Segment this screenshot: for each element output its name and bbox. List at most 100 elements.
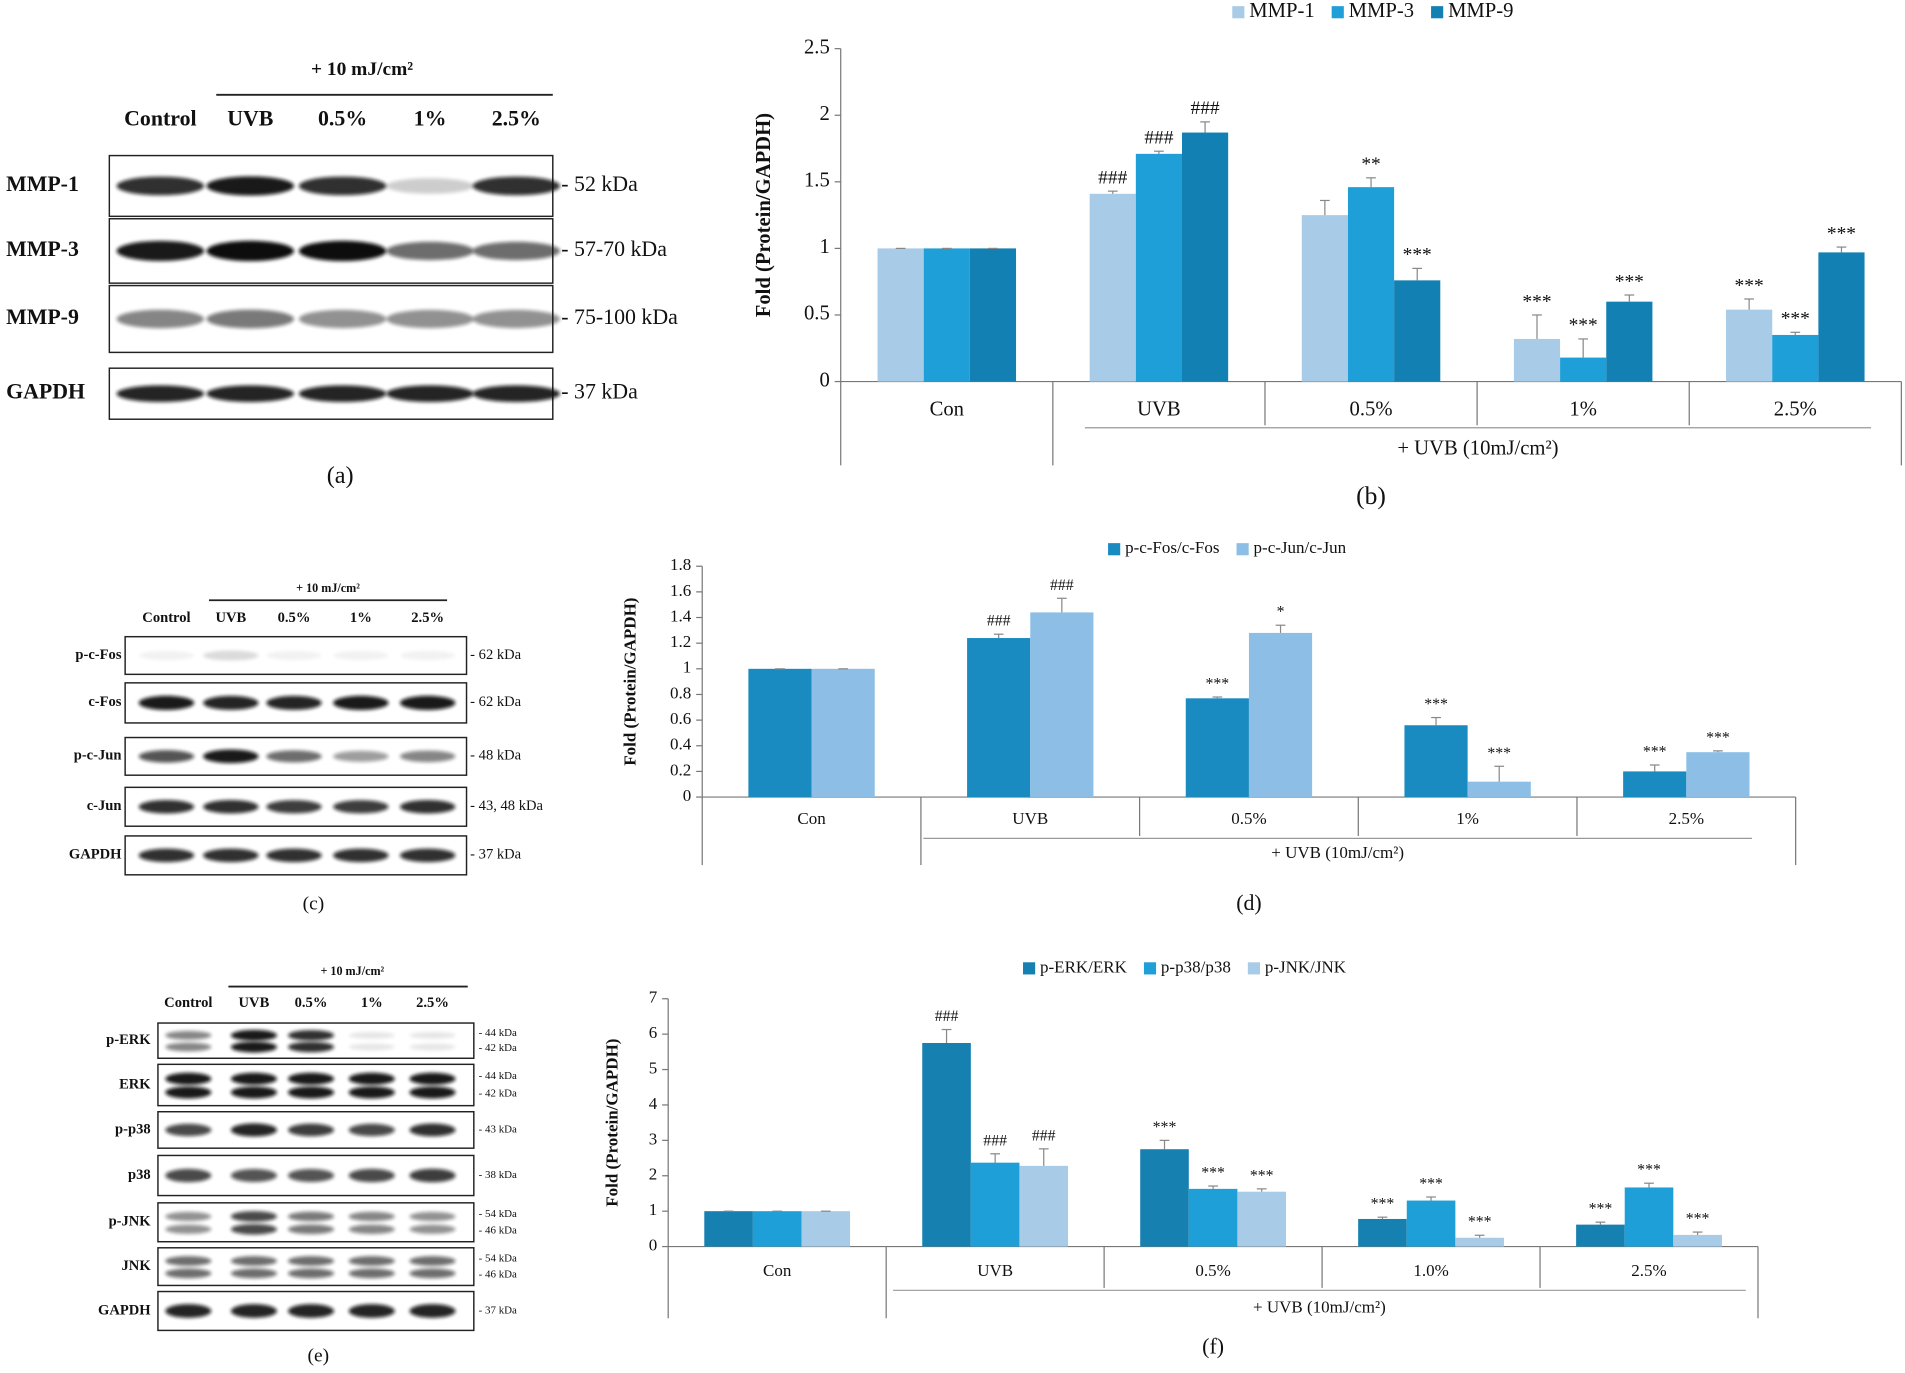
blot-band (230, 1072, 278, 1085)
blot-band (206, 385, 295, 403)
lane-label: 2.5% (492, 106, 541, 130)
row-label: c-Jun (87, 798, 122, 814)
significance-label: ### (1191, 98, 1220, 119)
legend-item: MMP-9 (1431, 0, 1513, 22)
x-tick-label: 0.5% (1350, 398, 1393, 420)
y-tick-label: 1 (649, 1200, 658, 1219)
y-tick-label: 3 (649, 1129, 658, 1148)
bar (1358, 1218, 1407, 1247)
y-tick-label: 7 (649, 988, 658, 1007)
y-tick-label: 1.5 (804, 170, 830, 192)
x-tick-label: Con (930, 398, 965, 420)
blot-band (266, 750, 322, 763)
y-axis-label: Fold (Protein/GAPDH) (621, 598, 640, 766)
significance-label: *** (1637, 1162, 1661, 1179)
row-label: GAPDH (69, 847, 122, 863)
x-tick-label: UVB (1137, 398, 1181, 420)
legend-swatch (1108, 543, 1121, 556)
significance-label: *** (1468, 1214, 1492, 1231)
blot-band (287, 1211, 335, 1222)
blot-band (472, 309, 561, 329)
blot-band (348, 1256, 395, 1266)
blot-frame (157, 1247, 475, 1287)
legend-item: p-ERK/ERK (1023, 957, 1128, 976)
bar (704, 1211, 753, 1247)
blot-band (165, 1086, 212, 1099)
blot-band (298, 309, 387, 329)
significance-label: *** (1153, 1119, 1177, 1136)
row-label: p-JNK (109, 1214, 152, 1230)
lane-label: UVB (227, 106, 273, 130)
lane-label: 0.5% (295, 995, 328, 1011)
kda-label: - 54 kDa (479, 1208, 517, 1220)
y-tick-label: 0.5 (804, 303, 830, 325)
blot-band (165, 1268, 212, 1279)
significance-label: ### (1032, 1127, 1056, 1144)
row-label: p-ERK (106, 1032, 151, 1048)
significance-label: *** (1250, 1167, 1274, 1184)
lane-label: Control (142, 610, 190, 626)
legend-swatch (1431, 6, 1444, 19)
significance-label: ### (935, 1008, 959, 1025)
bar (1237, 1191, 1286, 1247)
bar (970, 1162, 1020, 1247)
blot-band (409, 1268, 456, 1279)
kda-label: - 54 kDa (479, 1253, 517, 1265)
blot-frame (157, 1063, 475, 1107)
x-tick-label: Con (763, 1261, 792, 1280)
bar (1623, 771, 1687, 798)
blot-band (230, 1041, 278, 1053)
legend-swatch (1236, 543, 1249, 556)
blot-band (348, 1123, 395, 1137)
blot-band (206, 240, 295, 262)
blot-band (298, 240, 387, 262)
legend-item: p-JNK/JNK (1247, 957, 1347, 976)
kda-label: - 43 kDa (479, 1123, 517, 1135)
bar (1019, 1165, 1069, 1247)
lane-label: UVB (215, 610, 246, 626)
bar (1248, 632, 1313, 798)
kda-label: - 46 kDa (479, 1224, 517, 1236)
bar (1726, 309, 1773, 382)
blot-band (399, 650, 456, 661)
blot-header: + 10 mJ/cm² (320, 964, 384, 978)
bar (1140, 1149, 1189, 1247)
y-tick-label: 1.8 (670, 555, 691, 574)
blot-band (409, 1031, 456, 1039)
blot-band (287, 1041, 335, 1053)
blot-band (409, 1168, 456, 1183)
blot-band (333, 848, 389, 863)
blot-band (472, 241, 561, 261)
blot-frame (157, 1022, 475, 1059)
y-tick-label: 2 (819, 103, 829, 125)
legend-swatch (1331, 6, 1344, 19)
blot-band (333, 750, 389, 762)
y-tick-label: 0 (819, 369, 829, 391)
legend-label: p-p38/p38 (1161, 957, 1231, 976)
panel-label: (b) (1356, 481, 1386, 510)
bar (1467, 781, 1531, 798)
blot-band (348, 1086, 395, 1099)
blot-band (138, 848, 195, 863)
blot-band (116, 309, 205, 329)
y-axis-label: Fold (Protein/GAPDH) (602, 1039, 621, 1207)
significance-label: *** (1589, 1201, 1613, 1218)
lane-label: 1% (414, 106, 447, 130)
blot-band (165, 1304, 212, 1318)
x-tick-label: 1% (1456, 809, 1479, 828)
blot-header: + 10 mJ/cm² (296, 581, 360, 595)
panel-label: (a) (327, 462, 354, 489)
blot-band (348, 1224, 395, 1234)
significance-label: *** (1419, 1175, 1443, 1192)
blot-band (230, 1168, 278, 1183)
bar (1301, 215, 1348, 382)
blot-band (472, 385, 561, 403)
bar (969, 248, 1017, 382)
blot-band (287, 1086, 335, 1099)
x-tick-label: 2.5% (1631, 1261, 1666, 1280)
blot-band (203, 749, 259, 764)
row-label: MMP-3 (6, 237, 79, 261)
blot-band (116, 385, 205, 403)
blot-band (409, 1256, 456, 1266)
significance-label: ### (1098, 167, 1127, 188)
